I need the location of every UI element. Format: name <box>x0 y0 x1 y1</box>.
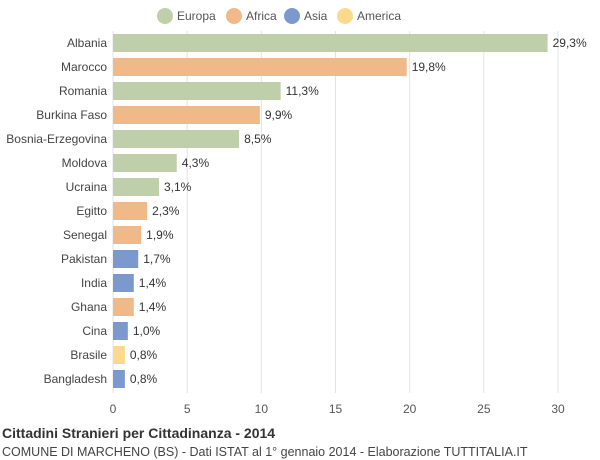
bar <box>113 154 177 172</box>
x-tick-label: 20 <box>403 402 417 416</box>
value-labels: 29,3% 19,8% 11,3% 9,9% 8,5% 4,3% 3,1% 2,3% 1,9% 1… <box>130 36 587 386</box>
bar <box>113 130 240 148</box>
category-label: Ghana <box>71 300 107 314</box>
bar <box>113 82 281 100</box>
value-label: 0,8% <box>130 372 158 386</box>
category-label: Bosnia-Erzegovina <box>6 132 107 146</box>
category-label: Romania <box>59 84 107 98</box>
x-axis-ticks: 0 5 10 15 20 25 30 <box>110 402 565 416</box>
category-label: Ucraina <box>66 180 108 194</box>
bar <box>113 202 148 220</box>
x-tick-label: 10 <box>255 402 269 416</box>
value-label: 1,4% <box>139 276 167 290</box>
bar <box>113 322 128 340</box>
y-axis-labels: Albania Marocco Romania Burkina Faso Bosnia-… <box>6 36 107 386</box>
value-label: 1,4% <box>139 300 167 314</box>
bar <box>113 274 134 292</box>
bar <box>113 178 159 196</box>
x-tick-label: 15 <box>329 402 343 416</box>
legend-swatch <box>226 8 242 24</box>
category-label: Moldova <box>62 156 108 170</box>
category-label: Bangladesh <box>44 372 107 386</box>
value-label: 8,5% <box>244 132 272 146</box>
value-label: 2,3% <box>152 204 180 218</box>
bar <box>113 58 407 76</box>
category-label: India <box>81 276 107 290</box>
chart-legend: Europa Africa Asia America <box>157 8 401 24</box>
value-label: 9,9% <box>265 108 293 122</box>
chart-subtitle: COMUNE DI MARCHENO (BS) - Dati ISTAT al … <box>2 445 528 459</box>
x-tick-label: 0 <box>110 402 117 416</box>
category-label: Senegal <box>63 228 107 242</box>
value-label: 11,3% <box>286 84 319 98</box>
category-label: Pakistan <box>61 252 107 266</box>
legend-label: Europa <box>177 9 216 23</box>
legend-swatch <box>157 8 173 24</box>
x-tick-label: 25 <box>477 402 491 416</box>
category-label: Burkina Faso <box>36 108 107 122</box>
value-label: 29,3% <box>553 36 587 50</box>
category-label: Albania <box>67 36 107 50</box>
category-label: Cina <box>82 324 107 338</box>
legend-swatch <box>284 8 300 24</box>
legend-swatch <box>337 8 353 24</box>
bar <box>113 346 125 364</box>
value-label: 19,8% <box>412 60 446 74</box>
category-label: Egitto <box>76 204 107 218</box>
x-tick-label: 5 <box>184 402 191 416</box>
value-label: 1,0% <box>133 324 161 338</box>
category-label: Marocco <box>61 60 107 74</box>
category-label: Brasile <box>70 348 107 362</box>
x-tick-label: 30 <box>551 402 565 416</box>
value-label: 1,9% <box>146 228 174 242</box>
value-label: 3,1% <box>164 180 192 194</box>
bar-chart: Europa Africa Asia America Albania Marocco Ro… <box>6 8 587 416</box>
bar <box>113 34 548 52</box>
value-label: 1,7% <box>143 252 171 266</box>
bar <box>113 250 139 268</box>
bar <box>113 370 125 388</box>
value-label: 0,8% <box>130 348 158 362</box>
bar <box>113 226 142 244</box>
value-label: 4,3% <box>182 156 210 170</box>
chart-bars <box>113 34 548 388</box>
legend-label: Africa <box>246 9 277 23</box>
chart-title: Cittadini Stranieri per Cittadinanza - 2… <box>2 425 276 441</box>
legend-label: Asia <box>304 9 328 23</box>
legend-label: America <box>357 9 401 23</box>
bar <box>113 106 260 124</box>
bar <box>113 298 134 316</box>
